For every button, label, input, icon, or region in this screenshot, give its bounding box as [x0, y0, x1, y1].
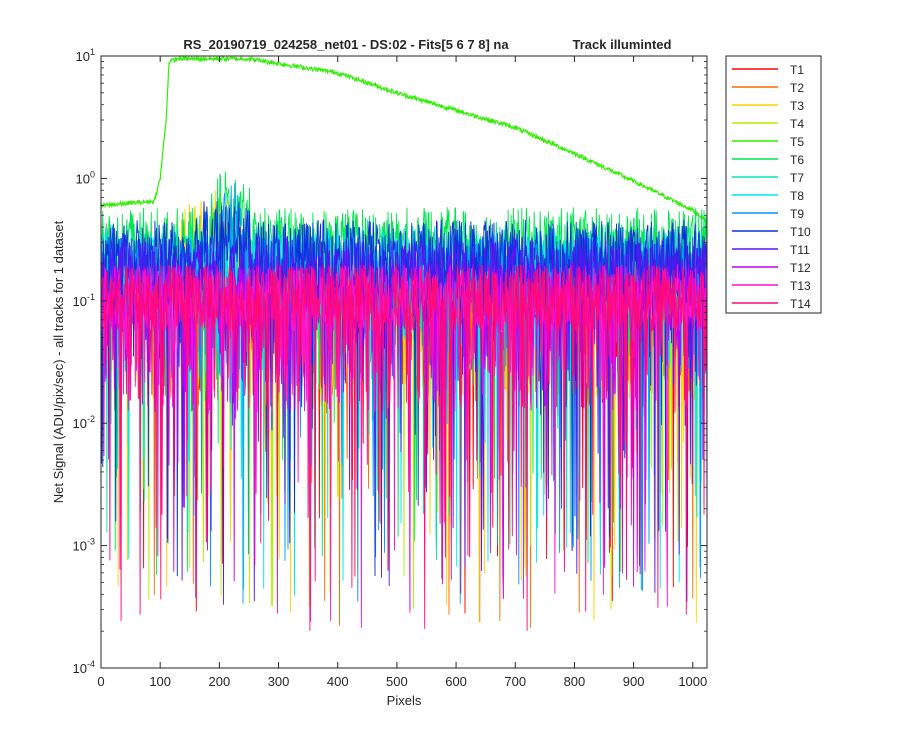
chart-title-right: Track illuminted — [573, 37, 672, 52]
y-tick-label-base: 10 — [76, 171, 90, 186]
y-tick-label-base: 10 — [73, 416, 87, 431]
y-tick-label: 101 — [76, 47, 95, 64]
axes-frame — [100, 55, 708, 669]
y-tick-label-exponent: -4 — [87, 659, 95, 669]
x-tick-label: 400 — [327, 674, 349, 689]
y-tick-label: 10-4 — [73, 659, 95, 676]
y-tick-label-base: 10 — [73, 539, 87, 554]
x-tick-label: 700 — [504, 674, 526, 689]
x-tick-label: 200 — [209, 674, 231, 689]
legend-label-t6: T6 — [790, 153, 804, 167]
legend-label-t10: T10 — [790, 225, 811, 239]
x-tick-label: 800 — [564, 674, 586, 689]
legend-label-t11: T11 — [790, 243, 810, 257]
y-tick-label: 10-1 — [73, 292, 95, 309]
y-tick-label-exponent: -2 — [87, 414, 95, 424]
y-tick-label: 10-2 — [73, 414, 95, 431]
x-tick-label: 600 — [445, 674, 467, 689]
legend-label-t14: T14 — [790, 297, 811, 311]
legend-label-t7: T7 — [790, 171, 804, 185]
legend-label-t2: T2 — [790, 81, 804, 95]
y-tick-label-exponent: 1 — [90, 47, 95, 57]
x-tick-label: 0 — [97, 674, 104, 689]
legend-label-t8: T8 — [790, 189, 804, 203]
legend-label-t9: T9 — [790, 207, 804, 221]
y-tick-label-exponent: 0 — [90, 169, 95, 179]
y-tick-label: 10-3 — [73, 537, 95, 554]
y-tick-label-exponent: -1 — [87, 292, 95, 302]
x-tick-label: 1000 — [678, 674, 707, 689]
y-tick-label: 100 — [76, 169, 95, 186]
x-tick-label: 100 — [149, 674, 171, 689]
series-layer — [101, 54, 708, 631]
x-tick-label: 300 — [268, 674, 290, 689]
y-tick-label-base: 10 — [76, 49, 90, 64]
legend-label-t13: T13 — [790, 279, 811, 293]
axes-layer: 0 100 200 300 400 500 600 700 800 900 100010-410-3… — [73, 47, 708, 689]
x-tick-label: 900 — [623, 674, 645, 689]
series-line-t5 — [101, 54, 708, 224]
legend-label-t5: T5 — [790, 135, 804, 149]
legend-label-t4: T4 — [790, 117, 804, 131]
y-tick-label-base: 10 — [73, 661, 87, 676]
y-tick-label-exponent: -3 — [87, 537, 95, 547]
legend-box — [725, 55, 822, 314]
legend-label-t1: T1 — [790, 63, 804, 77]
chart-title-left: RS_20190719_024258_net01 - DS:02 - Fits[… — [183, 37, 509, 52]
x-tick-label: 500 — [386, 674, 408, 689]
legend-label-t12: T12 — [790, 261, 811, 275]
y-axis-label: Net Signal (ADU/pix/sec) - all tracks fo… — [51, 220, 66, 503]
legend: T1 T2 T3 T4 T5 T6 T7 T8 T9 T10 T11 T12 T13 T14 — [725, 55, 822, 314]
series-line-t14 — [101, 264, 708, 631]
legend-label-t3: T3 — [790, 99, 804, 113]
y-tick-label-base: 10 — [73, 294, 87, 309]
x-axis-label: Pixels — [387, 693, 422, 708]
